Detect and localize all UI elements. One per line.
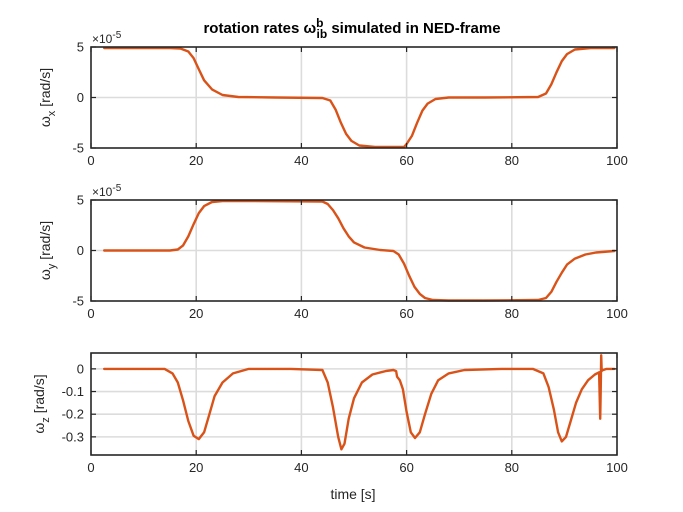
- exponent-label: ×10-5: [92, 183, 122, 199]
- x-tick-label: 80: [505, 460, 519, 475]
- series-line-omega-z: [102, 354, 616, 451]
- x-tick-label: 40: [294, 306, 308, 321]
- x-tick-label: 0: [87, 153, 94, 168]
- y-axis-label: ωy [rad/s]: [37, 221, 58, 280]
- title-superscript: b: [316, 16, 323, 30]
- x-tick-label: 100: [606, 460, 628, 475]
- x-tick-label: 100: [606, 153, 628, 168]
- x-axis-label: time [s]: [330, 486, 375, 502]
- y-tick-label: -0.3: [62, 429, 84, 444]
- title-subscript: ib: [317, 27, 328, 41]
- x-tick-label: 40: [294, 153, 308, 168]
- x-tick-label: 20: [189, 153, 203, 168]
- x-tick-label: 0: [87, 460, 94, 475]
- x-tick-label: 20: [189, 460, 203, 475]
- axes-frame: [90, 352, 618, 456]
- y-axis-label: ωz [rad/s]: [31, 374, 52, 433]
- y-tick-label: -5: [72, 141, 84, 156]
- y-tick-label: 5: [77, 40, 84, 55]
- x-tick-label: 60: [399, 306, 413, 321]
- subplots: 0 20 40 60 80 100-505×10-5ωx [rad/s]0 20 40 60 80…: [31, 30, 628, 475]
- y-tick-label: 0: [77, 90, 84, 105]
- subplot-omega-x: 0 20 40 60 80 100-505×10-5ωx [rad/s]: [37, 30, 628, 168]
- subplot-omega-z: 0 20 40 60 80 100 0 -0.1 -0.2 -0.3 ωz [rad/s]: [31, 352, 628, 475]
- x-tick-label: 100: [606, 306, 628, 321]
- x-tick-label: 60: [399, 460, 413, 475]
- y-axis-label: ωx [rad/s]: [37, 68, 58, 127]
- x-tick-label: 60: [399, 153, 413, 168]
- x-tick-label: 40: [294, 460, 308, 475]
- title-suffix: simulated in NED-frame: [327, 20, 500, 37]
- y-tick-label: -0.1: [62, 384, 84, 399]
- x-tick-label: 20: [189, 306, 203, 321]
- x-tick-label: 80: [505, 153, 519, 168]
- exponent-label: ×10-5: [92, 30, 122, 46]
- x-tick-label: 0: [87, 306, 94, 321]
- y-tick-label: 0: [77, 243, 84, 258]
- series-line-omega-x: [102, 46, 616, 149]
- series-line-omega-y: [102, 199, 616, 302]
- x-tick-label: 80: [505, 306, 519, 321]
- y-tick-label: -5: [72, 294, 84, 309]
- y-tick-label: -0.2: [62, 407, 84, 422]
- subplot-omega-y: 0 20 40 60 80 100-505×10-5ωy [rad/s]: [37, 183, 628, 321]
- y-tick-label: 0: [77, 361, 84, 376]
- y-tick-label: 5: [77, 193, 84, 208]
- chart-title: rotation rates ωb ib simulated in NED-fra…: [203, 16, 500, 41]
